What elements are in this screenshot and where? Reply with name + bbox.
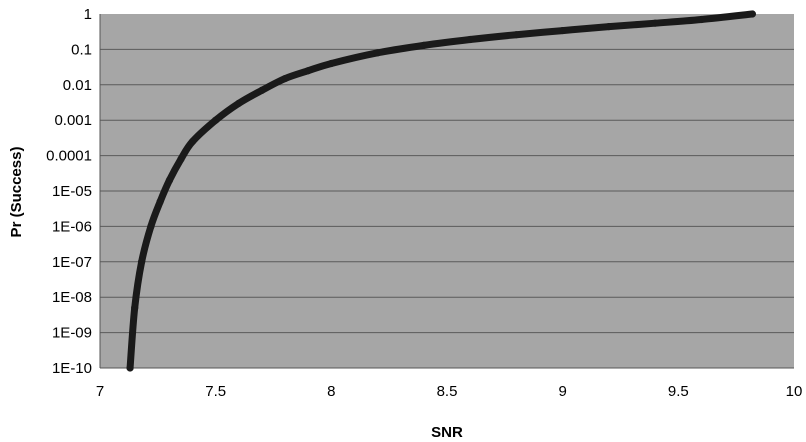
data-point bbox=[748, 10, 756, 18]
data-point bbox=[374, 49, 382, 57]
data-point bbox=[131, 304, 139, 312]
data-point bbox=[258, 86, 266, 94]
x-tick-label: 9 bbox=[558, 383, 566, 400]
y-tick-labels: 1E-10 1E-09 1E-08 1E-07 1E-06 1E-05 0.0001 0.00… bbox=[46, 6, 92, 377]
y-tick-label: 1E-07 bbox=[52, 254, 92, 271]
y-tick-label: 1E-05 bbox=[52, 183, 92, 200]
y-tick-label: 1E-06 bbox=[52, 218, 92, 235]
y-tick-label: 0.1 bbox=[71, 41, 92, 58]
y-tick-label: 0.01 bbox=[63, 77, 92, 94]
y-tick-label: 1E-10 bbox=[52, 360, 92, 377]
data-point bbox=[138, 258, 146, 266]
data-series bbox=[126, 10, 756, 372]
data-point bbox=[212, 116, 220, 124]
data-point bbox=[165, 176, 173, 184]
data-point bbox=[281, 74, 289, 83]
x-tick-label: 10 bbox=[786, 383, 803, 400]
x-axis-title: SNR bbox=[431, 424, 463, 441]
data-point bbox=[156, 198, 164, 206]
y-tick-label: 0.0001 bbox=[46, 148, 92, 165]
data-point bbox=[420, 41, 428, 49]
x-tick-label: 8 bbox=[327, 383, 335, 400]
data-point bbox=[235, 99, 243, 107]
data-point bbox=[126, 364, 134, 372]
x-tick-label: 7.5 bbox=[205, 383, 226, 400]
data-point bbox=[466, 35, 474, 44]
data-point bbox=[559, 26, 567, 35]
data-point bbox=[327, 59, 335, 68]
data-point bbox=[147, 222, 155, 230]
gridlines bbox=[100, 48, 794, 334]
data-point bbox=[697, 15, 706, 24]
y-tick-label: 1 bbox=[84, 6, 92, 23]
data-point bbox=[512, 31, 521, 39]
y-axis-title: Pr (Success) bbox=[8, 147, 25, 238]
x-tick-labels: 7 7.5 8 8.5 9 9.5 10 bbox=[96, 383, 803, 400]
x-tick-label: 8.5 bbox=[437, 383, 458, 400]
y-tick-label: 1E-09 bbox=[52, 325, 92, 342]
data-point bbox=[177, 155, 185, 163]
y-tick-label: 0.001 bbox=[54, 112, 92, 129]
x-tick-label: 9.5 bbox=[668, 383, 689, 400]
data-point bbox=[304, 67, 312, 75]
x-tick-label: 7 bbox=[96, 383, 104, 400]
axis-lines bbox=[99, 14, 794, 369]
y-tick-label: 1E-08 bbox=[52, 289, 92, 306]
data-point bbox=[651, 19, 659, 27]
data-point bbox=[188, 137, 197, 146]
data-point bbox=[605, 23, 613, 31]
